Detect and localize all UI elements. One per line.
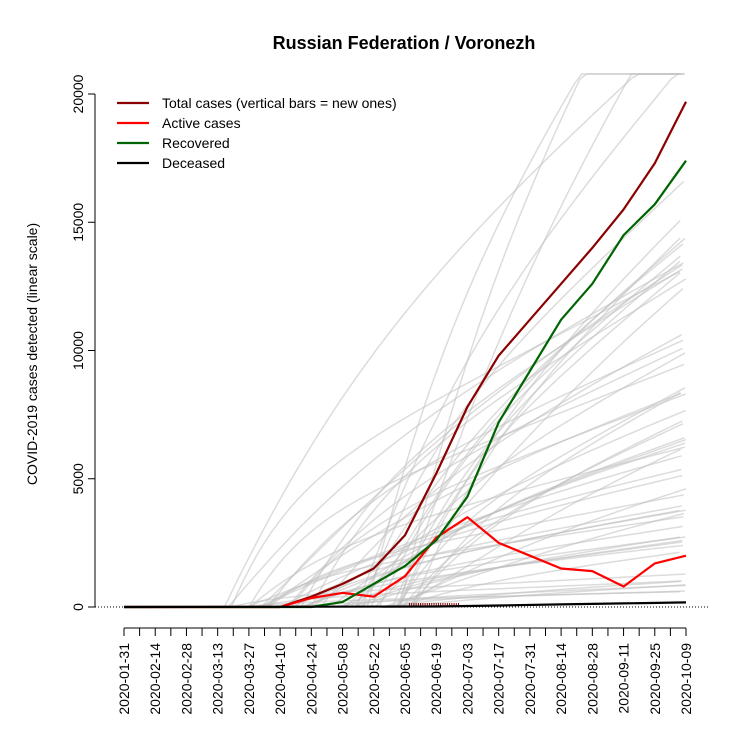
background-line (227, 262, 684, 608)
background-line (412, 391, 681, 608)
x-tick-label: 2020-07-17 (491, 643, 507, 715)
background-line (246, 455, 682, 608)
background-line (356, 352, 686, 608)
background-line (398, 551, 680, 608)
x-tick-label: 2020-03-13 (210, 643, 226, 715)
background-line (398, 219, 681, 608)
background-line (331, 584, 686, 608)
background-line (238, 590, 681, 608)
x-tick-label: 2020-05-22 (366, 643, 382, 715)
series-lines (123, 101, 687, 609)
background-line (407, 420, 683, 608)
y-axis: 0 5000 10000 15000 20000 (70, 74, 96, 611)
legend-label: Active cases (162, 115, 241, 131)
x-tick-label: 2020-05-08 (335, 643, 351, 715)
x-tick-label: 2020-06-19 (428, 643, 444, 715)
series-line-total-cases-vertical-bars-new-ones- (124, 101, 687, 609)
background-line (349, 437, 685, 608)
x-tick-label: 2020-06-05 (397, 643, 413, 715)
series-line-recovered (124, 160, 687, 609)
x-tick-label: 2020-04-24 (303, 643, 319, 715)
background-line (260, 264, 683, 608)
background-line (396, 73, 685, 608)
y-tick-label: 5000 (70, 463, 86, 494)
x-tick-label: 2020-07-31 (522, 643, 538, 715)
background-line (290, 393, 686, 608)
background-line (287, 347, 683, 608)
x-tick-label: 2020-02-28 (178, 643, 194, 715)
background-line (300, 268, 683, 608)
x-tick-label: 2020-04-10 (272, 643, 288, 715)
background-line (310, 278, 687, 608)
background-line (310, 409, 686, 608)
x-tick-label: 2020-10-09 (678, 643, 694, 715)
x-tick-label: 2020-07-03 (459, 643, 475, 715)
y-tick-label: 20000 (70, 74, 86, 113)
background-line (396, 387, 686, 608)
background-region-lines (223, 73, 687, 608)
background-line (344, 438, 687, 608)
x-tick-label: 2020-01-31 (116, 643, 132, 715)
background-line (230, 573, 686, 608)
background-line (248, 363, 685, 608)
background-line (303, 536, 686, 608)
legend-label: Deceased (162, 155, 225, 171)
background-line (361, 180, 685, 608)
y-axis-label: COVID-2019 cases detected (linear scale) (24, 223, 40, 485)
background-line (290, 509, 686, 608)
y-tick-label: 0 (70, 603, 86, 611)
chart-title: Russian Federation / Voronezh (273, 33, 536, 53)
background-line (230, 270, 680, 608)
y-tick-label: 10000 (70, 331, 86, 370)
background-line (259, 468, 682, 608)
x-tick-label: 2020-08-28 (584, 643, 600, 715)
background-line (249, 446, 686, 608)
y-tick-label: 15000 (70, 203, 86, 242)
legend-label: Total cases (vertical bars = new ones) (162, 95, 397, 111)
series-line-active-cases (124, 516, 687, 609)
x-tick-label: 2020-09-25 (647, 643, 663, 715)
background-line (369, 237, 686, 608)
x-tick-label: 2020-02-14 (147, 643, 163, 715)
x-tick-label: 2020-09-11 (616, 643, 632, 714)
background-line (223, 73, 680, 608)
background-line (268, 494, 684, 608)
legend-label: Recovered (162, 135, 230, 151)
x-tick-label: 2020-03-27 (241, 643, 257, 715)
x-axis: 2020-01-31 2020-02-14 2020-02-28 2020-03-13… (116, 627, 694, 715)
background-line (355, 73, 685, 608)
background-line (319, 334, 683, 608)
background-line (391, 488, 687, 608)
series-line-deceased (123, 601, 687, 609)
legend: Total cases (vertical bars = new ones) Ac… (117, 95, 397, 171)
x-tick-label: 2020-08-14 (553, 643, 569, 715)
